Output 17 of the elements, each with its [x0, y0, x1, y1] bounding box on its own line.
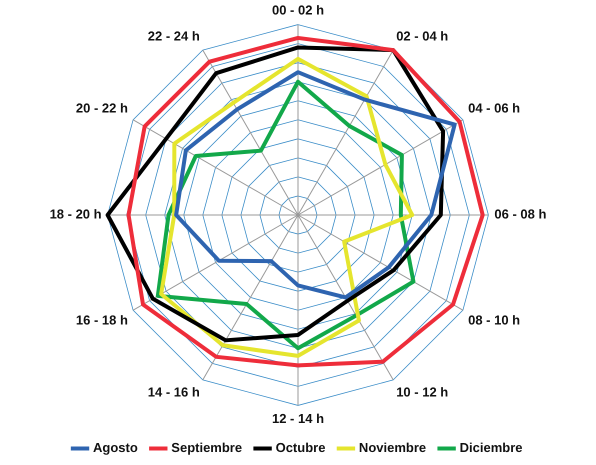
- spoke-label: 10 - 12 h: [396, 384, 448, 400]
- spoke-label: 00 - 02 h: [272, 2, 324, 18]
- spoke-label: 06 - 08 h: [494, 206, 546, 222]
- spoke-label: 22 - 24 h: [148, 28, 200, 44]
- legend-label: Agosto: [93, 440, 138, 456]
- spoke-label: 04 - 06 h: [468, 100, 520, 116]
- spoke-label: 20 - 22 h: [76, 100, 128, 116]
- spoke-label: 18 - 20 h: [50, 206, 102, 222]
- spoke-label: 14 - 16 h: [148, 384, 200, 400]
- legend-label: Septiembre: [171, 440, 242, 456]
- legend-label: Noviembre: [358, 440, 426, 456]
- spoke-label: 12 - 14 h: [272, 410, 324, 426]
- spoke-label: 08 - 10 h: [468, 312, 520, 328]
- spoke-label: 16 - 18 h: [76, 312, 128, 328]
- spoke-label: 02 - 04 h: [396, 28, 448, 44]
- legend-label: Diciembre: [460, 440, 522, 456]
- legend-label: Octubre: [276, 440, 326, 456]
